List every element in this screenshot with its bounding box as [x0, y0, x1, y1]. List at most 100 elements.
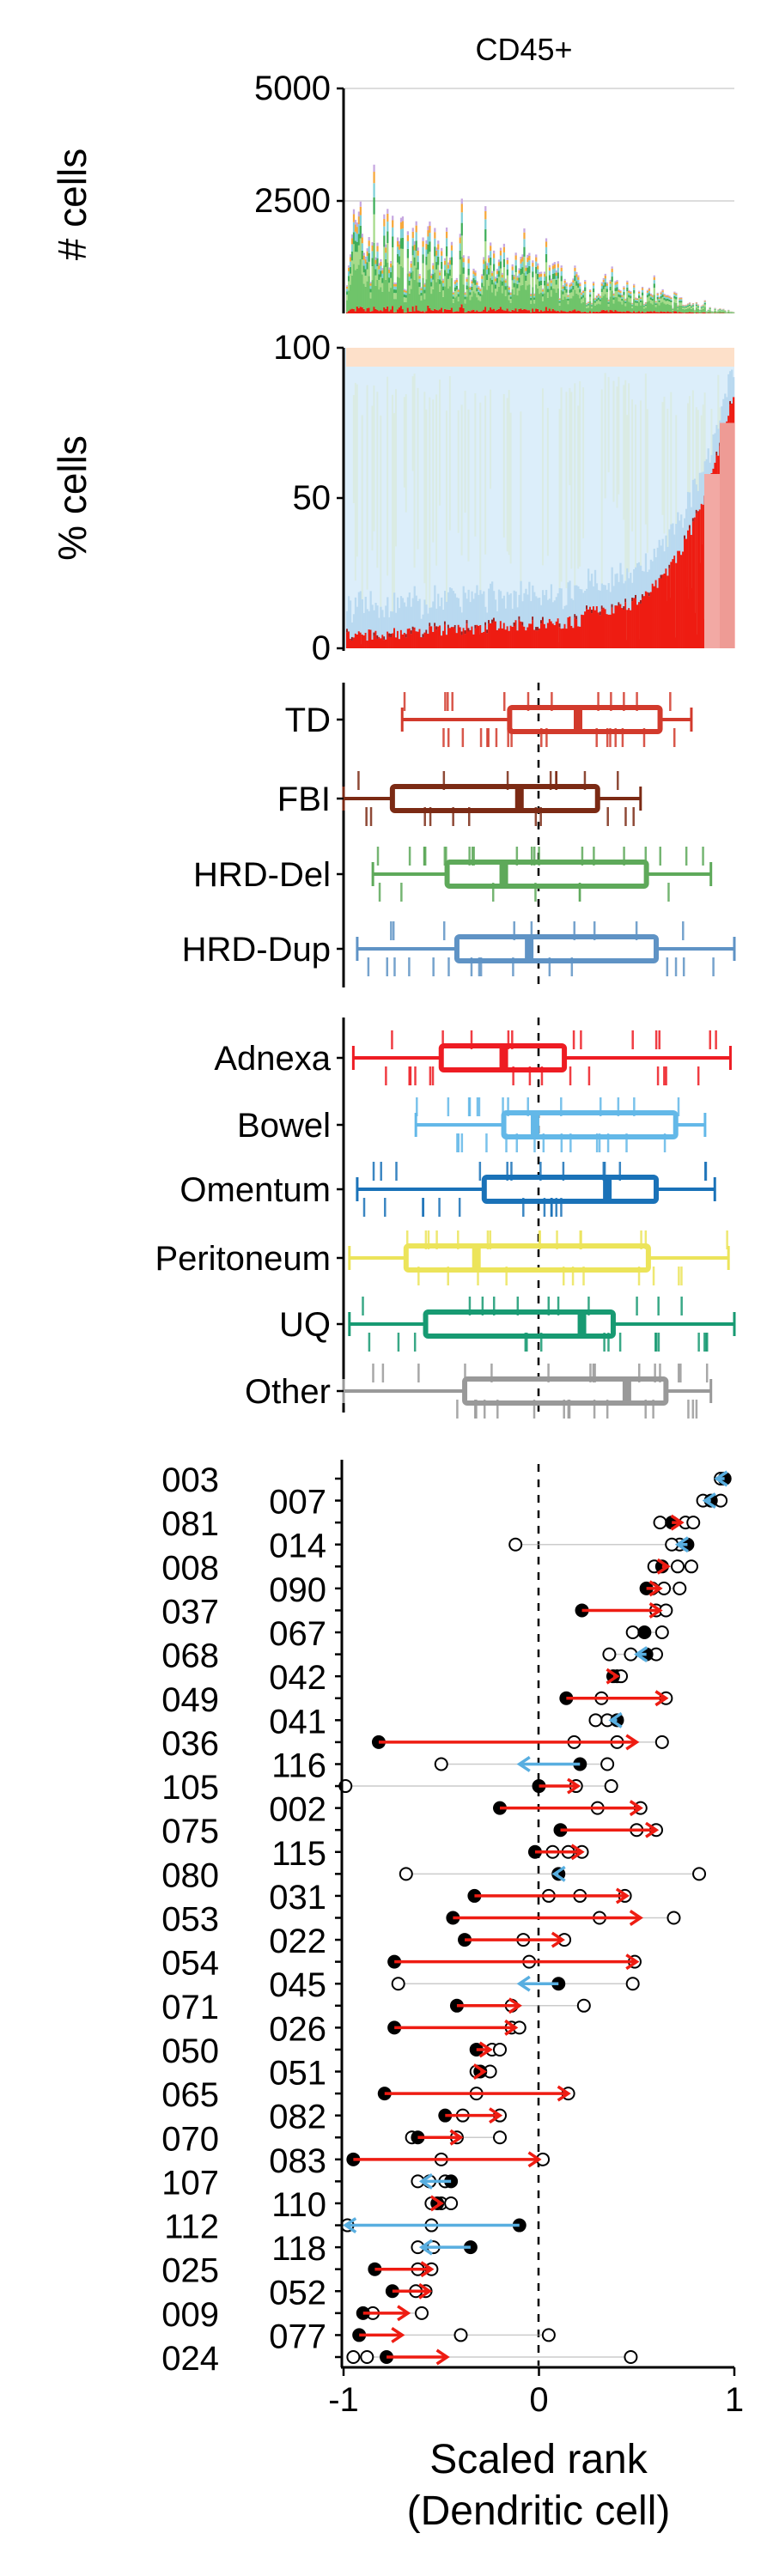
count-bar-segment: [663, 295, 666, 298]
count-bar-segment: [665, 299, 667, 301]
count-bar-segment: [628, 289, 630, 291]
count-bar-dendritic: [654, 312, 657, 313]
percent-bar-segment: [445, 601, 448, 635]
count-bar-segment: [584, 287, 587, 291]
patient-label: 116: [271, 1747, 326, 1784]
count-bar-segment: [666, 297, 669, 299]
percent-bar-segment: [385, 605, 387, 640]
percent-bar-segment: [381, 610, 384, 635]
count-bar-segment: [621, 298, 624, 301]
count-bar-segment: [648, 288, 651, 289]
count-bar-segment: [464, 299, 466, 304]
percent-bar-segment: [675, 524, 678, 563]
count-bar-segment: [513, 275, 515, 277]
count-bar-dendritic: [467, 310, 470, 313]
count-bar-segment: [600, 292, 604, 298]
count-bar-segment: [539, 285, 541, 295]
percent-bar-segment: [441, 597, 443, 636]
count-bar-segment: [533, 293, 536, 295]
count-bar-segment: [656, 292, 659, 294]
count-bar-segment: [672, 309, 674, 311]
percent-bar-dendritic: [393, 628, 396, 648]
count-bar-segment: [347, 290, 350, 312]
count-bar-dendritic: [628, 311, 630, 313]
count-bar-segment: [413, 250, 416, 258]
count-bar-segment: [602, 295, 605, 310]
count-bar-segment: [396, 276, 399, 310]
count-bar-segment: [459, 243, 461, 251]
count-bar-segment: [376, 266, 379, 280]
count-bar-segment: [439, 283, 441, 292]
count-bar-segment: [541, 296, 545, 301]
percent-bar-dendritic: [499, 621, 502, 648]
count-bar-segment: [558, 300, 561, 301]
count-bar-segment: [635, 298, 637, 300]
count-bar-segment: [562, 285, 564, 287]
count-bar-dendritic: [516, 311, 519, 313]
count-bar-dendritic: [584, 311, 587, 313]
percent-bar-dendritic: [466, 623, 468, 648]
count-bar-segment: [651, 298, 654, 301]
count-bar-segment: [381, 273, 384, 278]
count-bar-segment: [635, 301, 637, 303]
percent-bar-dendritic: [406, 629, 410, 648]
count-bar-segment: [393, 283, 396, 287]
count-bar-segment: [631, 304, 634, 306]
count-bar-segment: [665, 297, 667, 300]
percent-bar-segment: [530, 601, 533, 624]
category-label: HRD-Dup: [182, 931, 331, 969]
percent-bar-segment: [712, 434, 715, 469]
count-bar-segment: [535, 254, 538, 258]
percent-bar-dendritic: [405, 637, 408, 648]
open-point: [576, 1998, 591, 2013]
count-bar-segment: [410, 289, 412, 312]
percent-bar-dendritic: [394, 637, 398, 648]
percent-bar-segment: [624, 380, 627, 580]
percent-bar-dendritic: [486, 633, 489, 648]
count-bar-segment: [399, 228, 403, 239]
patient-110: 110: [271, 2186, 459, 2224]
percent-bar-dendritic: [586, 609, 588, 648]
percent-bar-dendritic: [579, 626, 581, 648]
percent-bar-segment: [488, 620, 490, 624]
count-bar-segment: [492, 283, 496, 309]
count-bar-segment: [602, 277, 605, 280]
count-bar-segment: [385, 247, 387, 253]
count-bar-segment: [457, 296, 460, 301]
count-bar-segment: [479, 293, 482, 297]
count-bar-segment: [569, 289, 571, 294]
count-bar-segment: [563, 286, 566, 290]
count-bar-segment: [386, 231, 389, 243]
percent-bar-segment: [380, 606, 382, 639]
count-bar-segment: [572, 278, 575, 281]
count-bar-segment: [369, 285, 372, 289]
patient-050: 050: [161, 2032, 507, 2070]
count-bar-segment: [378, 263, 380, 266]
count-bar-segment: [695, 306, 698, 308]
count-bar-segment: [410, 272, 412, 279]
percent-bar-segment: [491, 619, 493, 623]
count-bar-segment: [469, 292, 472, 295]
count-bar-segment: [399, 238, 403, 249]
count-bar-segment: [697, 305, 700, 307]
count-bar-segment: [516, 276, 519, 278]
count-bar-segment: [673, 294, 676, 296]
count-bar-segment: [717, 310, 720, 312]
count-bar-segment: [420, 301, 423, 312]
count-bar-segment: [508, 300, 510, 312]
percent-bar-segment: [490, 583, 492, 623]
open-point: [666, 1911, 681, 1925]
box-td: TD: [285, 692, 693, 747]
count-bar-segment: [472, 274, 475, 278]
percent-bar-dendritic: [442, 630, 445, 648]
count-bar-segment: [595, 299, 599, 301]
count-bar-segment: [432, 269, 435, 275]
count-bar-segment: [562, 299, 564, 312]
count-bar-segment: [506, 259, 508, 264]
percent-bar-segment: [628, 383, 630, 573]
count-bar-segment: [719, 308, 721, 310]
count-bar-segment: [590, 304, 593, 306]
percent-bar-segment: [509, 412, 512, 564]
percent-bar-segment: [398, 608, 401, 640]
